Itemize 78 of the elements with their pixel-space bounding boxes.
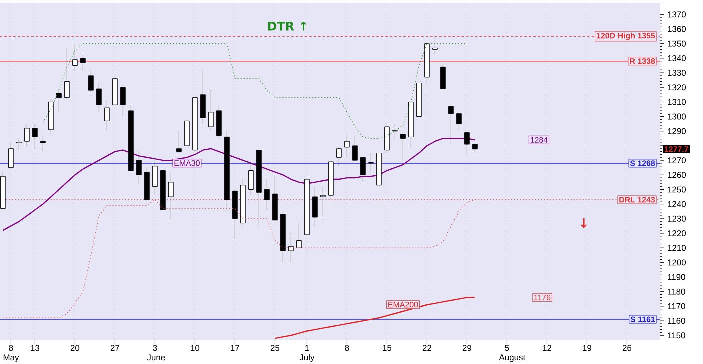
x-tick-label: 1 July (300, 345, 315, 362)
y-tick-label: 1350 (668, 40, 686, 47)
x-tick-label: 17 (231, 345, 240, 352)
candlestick (152, 156, 158, 196)
y-tick-label: 1220 (668, 230, 686, 236)
x-tick-label: 25 (270, 345, 280, 352)
candlestick (16, 138, 22, 151)
y-tick-label: 1250 (668, 186, 686, 193)
y-tick-label: 1160 (668, 318, 686, 324)
candlestick (464, 132, 470, 156)
x-tick-label: 10 (191, 345, 200, 352)
candlestick (64, 48, 70, 100)
candlestick (80, 54, 86, 72)
y-tick-label: 1340 (668, 55, 686, 62)
candlestick (56, 88, 62, 114)
y-tick-label: 1360 (668, 26, 686, 32)
annotation: ↓ (581, 218, 587, 228)
candlestick (336, 147, 342, 167)
x-tick-label: 26 (622, 345, 632, 352)
y-tick-label: 1210 (668, 245, 686, 252)
y-tick-label: 1270 (668, 158, 686, 164)
y-tick-label: 1320 (668, 84, 686, 91)
candlestick (248, 163, 254, 196)
y-tick-label: 1330 (668, 70, 686, 76)
x-tick-label: 22 (422, 345, 432, 352)
candlestick (200, 70, 206, 126)
x-tick-label: 5 August (499, 345, 526, 362)
candlestick (440, 62, 446, 90)
y-tick-label: 1240 (668, 201, 686, 208)
y-tick-label: 1260 (668, 172, 686, 178)
candlestick (96, 82, 102, 114)
candlestick (352, 136, 358, 161)
y-tick-label: 1300 (668, 114, 686, 120)
candlestick (344, 134, 350, 158)
annotation: DTR ↑ (268, 22, 306, 31)
y-tick-label: 1290 (668, 128, 686, 134)
candlestick (32, 125, 38, 150)
candlestick (448, 106, 454, 144)
x-tick-label: 29 (462, 345, 472, 352)
y-tick-label: 1170 (668, 303, 686, 310)
x-tick-label: 19 (583, 345, 592, 352)
candlestick (176, 131, 182, 154)
candlestick (384, 125, 390, 154)
x-tick-label: 27 (110, 345, 120, 352)
candlestick (208, 90, 214, 132)
x-tick-label: 8 May (4, 345, 20, 362)
y-tick-label: 1370 (668, 12, 686, 18)
candlestick (104, 100, 110, 132)
candlestick (456, 114, 462, 130)
candlestick (312, 186, 318, 228)
candlestick (264, 179, 270, 212)
candlestick (320, 186, 326, 218)
candlestick (88, 70, 94, 94)
candlestick (400, 132, 406, 162)
candlestick (72, 44, 78, 70)
candlestick (8, 141, 14, 170)
candlestick (368, 153, 374, 176)
candlestick (296, 223, 302, 248)
x-tick-label: 12 (543, 345, 552, 352)
y-tick-label: 1200 (668, 260, 686, 266)
y-tick-label: 1230 (668, 216, 686, 222)
x-tick-label: 8 (345, 345, 350, 352)
x-tick-label: 13 (31, 345, 40, 352)
candlestick (432, 36, 438, 56)
candlestick (288, 233, 294, 263)
y-tick-label: 1150 (668, 332, 686, 339)
x-tick-label: 20 (70, 345, 80, 352)
y-tick-label: 1180 (668, 288, 686, 295)
candlestick (136, 152, 142, 184)
candlestick (360, 157, 366, 183)
candlestick (40, 136, 46, 152)
candlestick (120, 84, 126, 118)
y-tick-label: 1310 (668, 99, 686, 106)
y-tick-label: 1190 (668, 274, 686, 280)
candlestick (24, 124, 30, 146)
x-tick-label: 15 (383, 345, 392, 352)
x-tick-label: 3 June (147, 345, 166, 361)
candlestick (168, 172, 174, 221)
